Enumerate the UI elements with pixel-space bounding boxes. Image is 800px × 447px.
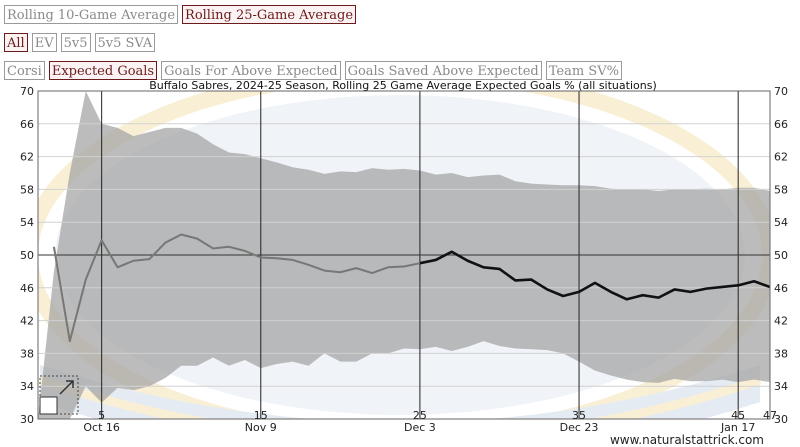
metric-toggle-group: Corsi Expected Goals Goals For Above Expec… — [4, 61, 622, 80]
y-tick-label-left: 38 — [20, 347, 34, 360]
x-tick-label-game: 5 — [98, 409, 105, 422]
early-season-line — [52, 233, 421, 343]
y-tick-label-right: 58 — [774, 183, 788, 196]
y-tick-label-right: 66 — [774, 118, 788, 131]
reset-zoom-control[interactable] — [39, 375, 79, 415]
x-tick-label-game: 35 — [572, 409, 586, 422]
toggle-rolling-25-game-average[interactable]: Rolling 25-Game Average — [182, 5, 357, 24]
x-tick-label-date: Jan 17 — [720, 421, 755, 434]
rolling-average-chart: 30 34 38 42 46 50 54 58 62 66 70 30 34 38 42 46 50 54 58 6… — [20, 80, 788, 447]
y-tick-label-left: 30 — [20, 413, 34, 426]
y-tick-label-right: 38 — [774, 347, 788, 360]
toggle-goals-for-above-expected[interactable]: Goals For Above Expected — [161, 61, 341, 80]
x-tick-label-date: Nov 9 — [245, 421, 277, 434]
y-axis-left: 30 34 38 42 46 50 54 58 62 66 70 — [20, 85, 34, 426]
y-tick-label-right: 30 — [774, 413, 788, 426]
situation-toggle-group: All EV 5v5 5v5 SVA — [4, 33, 156, 52]
recent-season-line — [419, 250, 771, 301]
x-tick-label-game: 25 — [413, 409, 427, 422]
y-tick-label-left: 70 — [20, 85, 34, 98]
y-tick-label-left: 58 — [20, 183, 34, 196]
y-tick-label-left: 66 — [20, 118, 34, 131]
plot-frame — [37, 90, 771, 420]
y-tick-label-left: 54 — [20, 216, 34, 229]
toggle-team-sv[interactable]: Team SV% — [545, 61, 622, 80]
y-tick-label-left: 42 — [20, 315, 34, 328]
y-tick-label-left: 50 — [20, 249, 34, 262]
y-tick-label-left: 62 — [20, 151, 34, 164]
toggle-5v5[interactable]: 5v5 — [60, 33, 91, 52]
y-tick-label-left: 46 — [20, 282, 34, 295]
toggle-5v5-sva[interactable]: 5v5 SVA — [94, 33, 156, 52]
x-tick-label-date: Dec 3 — [404, 421, 436, 434]
y-tick-label-right: 42 — [774, 315, 788, 328]
chart-title: Buffalo Sabres, 2024-25 Season, Rolling … — [149, 80, 656, 92]
x-tick-label-game: 45 — [731, 409, 745, 422]
x-tick-label-date: Oct 16 — [83, 421, 120, 434]
toggle-expected-goals[interactable]: Expected Goals — [48, 61, 158, 80]
toggle-rolling-10-game-average[interactable]: Rolling 10-Game Average — [4, 5, 179, 24]
y-tick-label-right: 54 — [774, 216, 788, 229]
toggle-all[interactable]: All — [4, 33, 28, 52]
expand-arrow-icon — [59, 380, 74, 395]
y-tick-label-right: 34 — [774, 380, 788, 393]
y-tick-label-left: 34 — [20, 380, 34, 393]
toggle-goals-saved-above-expected[interactable]: Goals Saved Above Expected — [344, 61, 542, 80]
x-tick-label-game: 47 — [763, 409, 777, 422]
y-axis-right: 30 34 38 42 46 50 54 58 62 66 70 — [774, 85, 788, 426]
site-credit: www.naturalstattrick.com — [610, 433, 764, 447]
y-tick-label-right: 50 — [774, 249, 788, 262]
toggle-ev[interactable]: EV — [31, 33, 57, 52]
x-tick-label-date: Dec 23 — [560, 421, 599, 434]
toggle-corsi[interactable]: Corsi — [4, 61, 45, 80]
y-tick-label-right: 70 — [774, 85, 788, 98]
y-tick-label-right: 46 — [774, 282, 788, 295]
y-tick-label-right: 62 — [774, 151, 788, 164]
x-tick-label-game: 15 — [254, 409, 268, 422]
average-window-toggle-group: Rolling 10-Game Average Rolling 25-Game A… — [4, 5, 357, 24]
